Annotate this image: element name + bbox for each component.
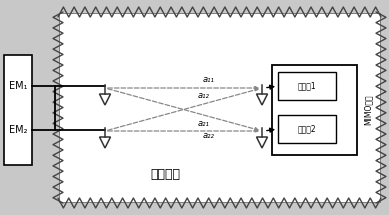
Text: 校准矩阵: 校准矩阵 bbox=[150, 169, 180, 181]
Text: EM₂: EM₂ bbox=[9, 125, 27, 135]
Text: EM₁: EM₁ bbox=[9, 81, 27, 91]
Text: 接收机2: 接收机2 bbox=[298, 124, 316, 134]
Bar bbox=[59, 13, 380, 202]
Bar bbox=[278, 72, 336, 100]
Bar bbox=[272, 65, 357, 155]
Text: a₁₁: a₁₁ bbox=[203, 75, 214, 84]
Bar bbox=[278, 115, 336, 143]
Text: a₂₂: a₂₂ bbox=[203, 132, 214, 140]
Text: MIMO终端: MIMO终端 bbox=[363, 95, 373, 125]
Bar bbox=[4, 55, 32, 165]
Text: a₁₂: a₁₂ bbox=[198, 92, 209, 100]
Text: a₂₁: a₂₁ bbox=[198, 118, 209, 127]
Text: 接收机1: 接收机1 bbox=[298, 81, 316, 91]
